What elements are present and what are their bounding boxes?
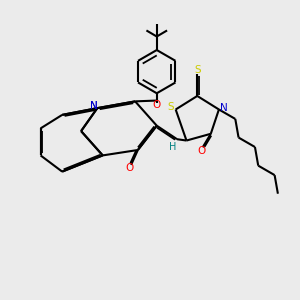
Text: O: O bbox=[197, 146, 206, 155]
Text: N: N bbox=[90, 101, 98, 111]
Text: S: S bbox=[194, 65, 201, 75]
Text: S: S bbox=[167, 102, 174, 112]
Text: N: N bbox=[220, 103, 228, 113]
Text: N: N bbox=[90, 101, 98, 111]
Text: H: H bbox=[169, 142, 177, 152]
Text: O: O bbox=[153, 100, 161, 110]
Text: O: O bbox=[126, 163, 134, 173]
